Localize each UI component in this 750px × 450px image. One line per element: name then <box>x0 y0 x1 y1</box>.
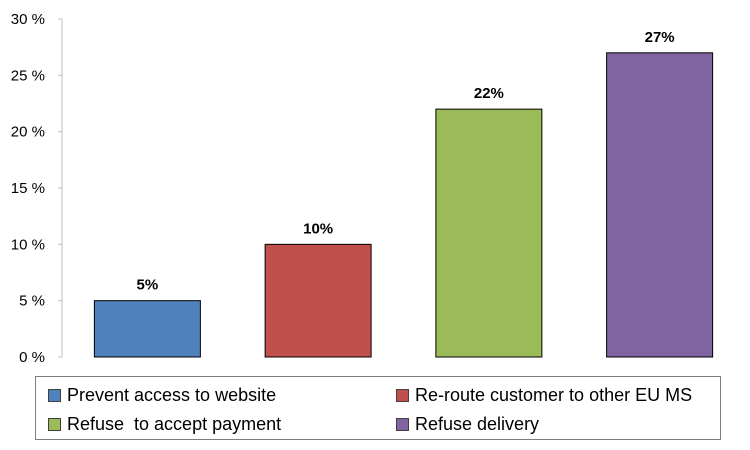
bar <box>435 108 543 358</box>
bar <box>93 300 201 358</box>
y-tick-label: 0 % <box>19 349 45 366</box>
y-tick-label: 15 % <box>11 180 45 197</box>
legend-swatch-1 <box>396 389 409 402</box>
legend-swatch-2 <box>48 418 61 431</box>
data-labels: 5% 10% 22% 27% <box>137 29 675 294</box>
legend: Prevent access to website Re-route custo… <box>35 376 721 440</box>
y-axis-ticks: 0 % 5 % 10 % 15 % 20 % 25 % 30 % <box>11 11 62 366</box>
legend-label-0: Prevent access to website <box>67 385 277 405</box>
legend-item-3: Refuse delivery <box>396 414 539 435</box>
legend-swatch-0 <box>48 389 61 402</box>
y-tick-label: 10 % <box>11 236 45 253</box>
y-tick-label: 30 % <box>11 11 45 28</box>
data-label: 22% <box>474 85 504 102</box>
bar <box>264 243 372 358</box>
y-tick-label: 20 % <box>11 124 45 141</box>
data-label: 10% <box>303 220 333 237</box>
bar <box>606 52 714 358</box>
legend-swatch-3 <box>396 418 409 431</box>
legend-item-0: Prevent access to website <box>48 385 276 406</box>
legend-item-1: Re-route customer to other EU MS <box>396 385 692 406</box>
bar-chart: 0 % 5 % 10 % 15 % 20 % 25 % 30 % 5% 10% 22% 27% <box>11 11 714 366</box>
y-tick-label: 5 % <box>19 293 45 310</box>
legend-label-3: Refuse delivery <box>415 414 540 434</box>
data-label: 5% <box>137 277 159 294</box>
legend-item-2: Refuse to accept payment <box>48 414 281 435</box>
legend-label-1: Re-route customer to other EU MS <box>415 385 693 405</box>
data-label: 27% <box>645 29 675 46</box>
bars <box>93 52 714 358</box>
y-tick-label: 25 % <box>11 67 45 84</box>
legend-label-2: Refuse to accept payment <box>67 414 282 434</box>
